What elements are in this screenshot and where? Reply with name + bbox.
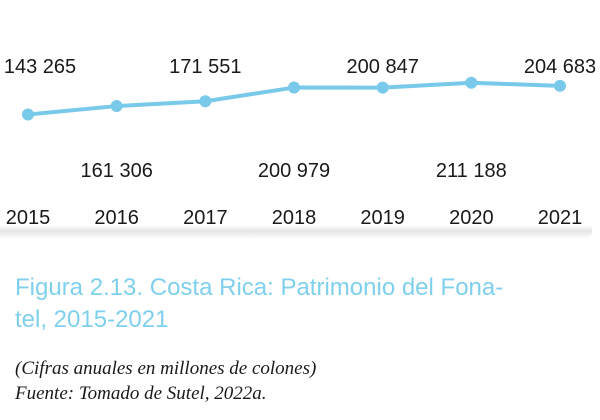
data-point-2018: [288, 81, 300, 94]
data-label-2021: 204 683: [524, 56, 596, 78]
figure-caption-line-2: tel, 2015-2021: [15, 306, 169, 333]
data-point-2021: [554, 79, 566, 92]
x-tick-label-2020: 2020: [449, 207, 494, 229]
units-note: (Cifras anuales en millones de colones): [15, 358, 317, 379]
data-point-2016: [110, 100, 123, 113]
x-tick-label-2018: 2018: [272, 207, 317, 229]
figure-notes: (Cifras anuales en millones de colones) …: [15, 356, 316, 406]
data-label-2020: 211 188: [436, 160, 507, 182]
line-chart: 143 265 161 306 171 551 200 979 200 847 211 1…: [0, 56, 596, 239]
data-point-2015: [22, 108, 34, 121]
data-label-2017: 171 551: [169, 56, 241, 78]
source-note: Fuente: Tomado de Sutel, 2022a.: [15, 383, 267, 404]
chart-shadow: [0, 225, 592, 239]
figure-caption-line-1: Figura 2.13. Costa Rica: Patrimonio del …: [15, 274, 504, 301]
x-tick-label-2017: 2017: [183, 207, 228, 229]
data-point-2017: [199, 95, 212, 108]
x-tick-label-2016: 2016: [94, 207, 139, 229]
x-tick-label-2015: 2015: [6, 207, 51, 229]
data-point-2020: [465, 76, 478, 89]
data-point-2019: [376, 81, 389, 94]
data-label-2016: 161 306: [81, 160, 153, 182]
data-label-2018: 200 979: [258, 160, 330, 182]
x-tick-label-2021: 2021: [538, 207, 583, 229]
data-label-2019: 200 847: [347, 56, 419, 78]
figure-caption: Figura 2.13. Costa Rica: Patrimonio del …: [15, 272, 555, 336]
data-label-2015: 143 265: [4, 56, 76, 78]
x-tick-label-2019: 2019: [360, 207, 405, 229]
chart-svg: 143 265 161 306 171 551 200 979 200 847 211 1…: [4, 56, 596, 229]
